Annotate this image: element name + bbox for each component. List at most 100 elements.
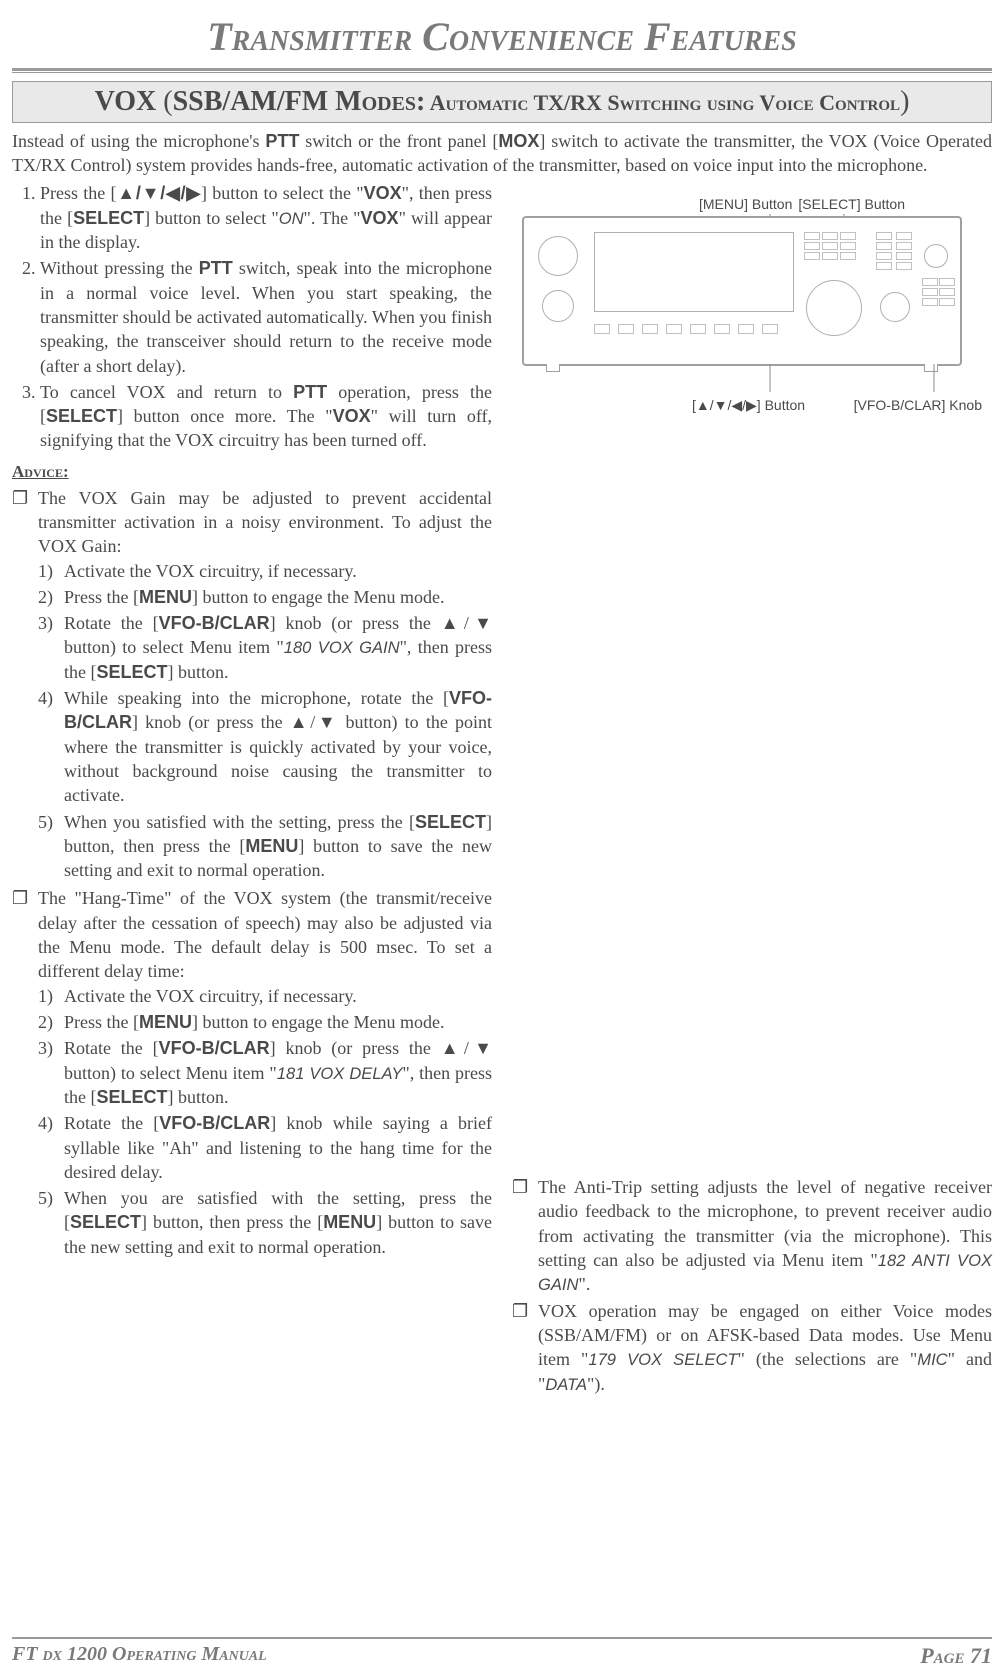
menu-key: MENU	[139, 587, 192, 607]
knob	[538, 236, 578, 276]
button-grid	[804, 232, 856, 260]
t: Press the [	[40, 183, 117, 203]
t: Press the [	[64, 1012, 139, 1032]
t: The VOX Gain may be adjusted to prevent …	[38, 488, 492, 557]
t: ] button to select "	[144, 208, 279, 228]
banner-tail: Automatic TX/RX Switching using Voice Co…	[425, 90, 900, 115]
mic-value: MIC	[917, 1350, 947, 1369]
t: ] button to engage the Menu mode.	[192, 587, 444, 607]
a2: Press the [MENU] button to engage the Me…	[64, 585, 492, 609]
menu-key: MENU	[245, 836, 298, 856]
select-key: SELECT	[46, 406, 117, 426]
b4: Rotate the [VFO-B/CLAR] knob while sayin…	[64, 1111, 492, 1184]
t: While speaking into the microphone, rota…	[64, 688, 449, 708]
select-key: SELECT	[96, 1087, 167, 1107]
bottom-buttons	[594, 324, 782, 334]
a3: Rotate the [VFO-B/CLAR] knob (or press t…	[64, 611, 492, 684]
button-grid	[876, 232, 914, 270]
t: ").	[587, 1374, 605, 1394]
t: ] button to select the "	[201, 183, 364, 203]
step-1: Press the [▲/▼/◀/▶] button to select the…	[40, 181, 492, 254]
a4: While speaking into the microphone, rota…	[64, 686, 492, 807]
vfo-key: VFO-B/CLAR	[159, 613, 270, 633]
ptt-key: PTT	[293, 382, 327, 402]
knob	[880, 292, 910, 322]
menu-item: 181 VOX DELAY	[277, 1064, 403, 1083]
a5: When you satisfied with the setting, pre…	[64, 810, 492, 883]
t: ] button.	[168, 1087, 229, 1107]
vox-key: VOX	[333, 406, 371, 426]
page-footer: FT dx 1200 Operating Manual Page 71	[12, 1637, 992, 1671]
button-grid	[922, 278, 954, 306]
checkbox-icon: ❐	[12, 486, 30, 885]
arrow-button-label: [▲/▼/◀/▶] Button	[692, 396, 805, 415]
banner-lead: VOX	[95, 86, 157, 117]
left-column: Press the [▲/▼/◀/▶] button to select the…	[12, 181, 492, 1398]
menu-item: 179 VOX SELECT	[588, 1350, 737, 1369]
t: Activate the VOX circuitry, if necessary…	[64, 986, 357, 1006]
ptt-key: PTT	[199, 258, 233, 278]
select-key: SELECT	[70, 1212, 141, 1232]
t: ". The "	[304, 208, 361, 228]
on-value: ON	[279, 209, 304, 228]
t: ] button.	[168, 662, 229, 682]
checkbox-icon: ❐	[12, 886, 30, 1261]
t: The "Hang-Time" of the VOX system (the t…	[38, 888, 492, 981]
step-3: To cancel VOX and return to PTT operatio…	[40, 380, 492, 453]
t: ] button, then press the [	[141, 1212, 323, 1232]
advice-item-3: ❐ The Anti-Trip setting adjusts the leve…	[512, 1175, 992, 1297]
a1: Activate the VOX circuitry, if necessary…	[64, 559, 492, 583]
vfo-key: VFO-B/CLAR	[159, 1113, 270, 1133]
banner-close-paren: )	[900, 86, 909, 117]
knob	[542, 290, 574, 322]
advice-heading: Advice:	[12, 461, 492, 484]
t: ".	[578, 1274, 590, 1294]
data-value: DATA	[545, 1375, 587, 1394]
arrow-keys: ▲/▼/◀/▶	[117, 183, 201, 203]
b2: Press the [MENU] button to engage the Me…	[64, 1010, 492, 1034]
intro-text: Instead of using the microphone's PTT sw…	[12, 131, 992, 175]
t: ] button once more. The "	[117, 406, 333, 426]
leader-lines-bottom	[522, 364, 982, 398]
rule-thin	[12, 72, 992, 73]
select-key: SELECT	[73, 208, 144, 228]
advice-item-1: ❐ The VOX Gain may be adjusted to preven…	[12, 486, 492, 885]
radio-screen	[594, 232, 794, 312]
t: ] button to engage the Menu mode.	[192, 1012, 444, 1032]
b3: Rotate the [VFO-B/CLAR] knob (or press t…	[64, 1036, 492, 1109]
radio-diagram: [MENU] Button [SELECT] Button	[522, 195, 992, 415]
manual-title: FT dx 1200 Operating Manual	[12, 1641, 267, 1671]
menu-key: MENU	[323, 1212, 376, 1232]
select-key: SELECT	[415, 812, 486, 832]
menu-item: 180 VOX GAIN	[284, 638, 400, 657]
vfo-b-clar-knob	[924, 244, 948, 268]
advice2-steps: Activate the VOX circuitry, if necessary…	[38, 984, 492, 1259]
radio-front-panel	[522, 216, 962, 366]
advice1-steps: Activate the VOX circuitry, if necessary…	[38, 559, 492, 883]
banner-open-paren: (	[163, 86, 172, 117]
t: To cancel VOX and return to	[40, 382, 293, 402]
vox-key: VOX	[364, 183, 402, 203]
t: When you satisfied with the setting, pre…	[64, 812, 415, 832]
t: Without pressing the	[40, 258, 199, 278]
t: " (the selections are "	[738, 1349, 918, 1369]
main-dial	[806, 280, 862, 336]
vox-key: VOX	[361, 208, 399, 228]
chapter-title: Transmitter Convenience Features	[12, 10, 992, 64]
t: Rotate the [	[64, 613, 159, 633]
t: Activate the VOX circuitry, if necessary…	[64, 561, 357, 581]
t: Rotate the [	[64, 1113, 159, 1133]
b5: When you are satisfied with the setting,…	[64, 1186, 492, 1259]
checkbox-icon: ❐	[512, 1299, 530, 1396]
main-steps: Press the [▲/▼/◀/▶] button to select the…	[12, 181, 492, 452]
advice-item-4: ❐ VOX operation may be engaged on either…	[512, 1299, 992, 1396]
intro-paragraph: Instead of using the microphone's PTT sw…	[12, 129, 992, 178]
right-column: [MENU] Button [SELECT] Button	[512, 181, 992, 1398]
select-key: SELECT	[96, 662, 167, 682]
t: Rotate the [	[64, 1038, 159, 1058]
banner-mid: SSB/AM/FM Modes:	[173, 86, 426, 117]
checkbox-icon: ❐	[512, 1175, 530, 1297]
vfo-key: VFO-B/CLAR	[159, 1038, 270, 1058]
page-number: Page 71	[920, 1641, 992, 1671]
step-2: Without pressing the PTT switch, speak i…	[40, 256, 492, 377]
